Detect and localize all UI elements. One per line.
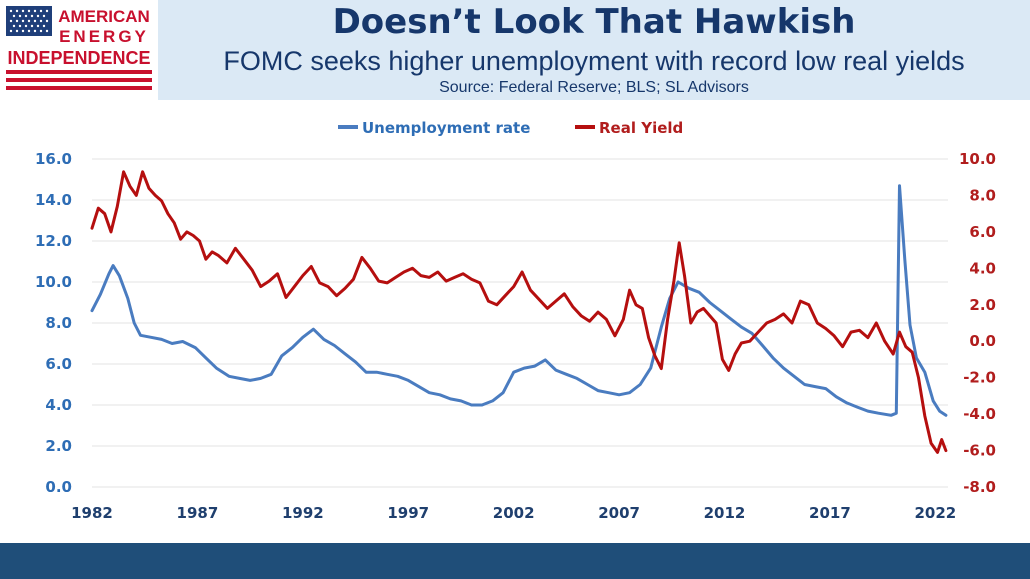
y-right-tick-label: 0.0: [969, 332, 996, 350]
x-tick-label: 2002: [493, 504, 535, 522]
line-chart: Unemployment rate Real Yield 0.0 2.0 4.0 6.…: [35, 119, 996, 522]
series-line-real-yield: [90, 170, 948, 454]
y-left-tick-label: 12.0: [35, 232, 72, 250]
y-left-tick-label: 14.0: [35, 191, 72, 209]
x-tick-label: 2022: [914, 504, 956, 522]
x-tick-label: 1997: [387, 504, 429, 522]
chart-legend: Unemployment rate Real Yield: [338, 119, 683, 137]
header-band: [158, 0, 1030, 100]
x-tick-label: 1982: [71, 504, 113, 522]
footer-bar: [0, 543, 1030, 579]
x-tick-label: 1992: [282, 504, 324, 522]
legend-label-unemployment: Unemployment rate: [362, 119, 530, 137]
source-note: Source: Federal Reserve; BLS; SL Advisor…: [439, 79, 749, 96]
slide-header: AMERICAN ENERGY INDEPENDENCE Doesn’t Loo…: [0, 0, 1030, 100]
y-left-tick-label: 8.0: [45, 314, 72, 332]
y-right-tick-label: 8.0: [969, 186, 996, 204]
y-right-tick-label: 2.0: [969, 296, 996, 314]
y-right-tick-label: -2.0: [963, 369, 996, 387]
legend-label-real-yield: Real Yield: [599, 119, 683, 137]
logo-line-2: ENERGY: [59, 27, 149, 46]
logo-line-1: AMERICAN: [58, 7, 150, 26]
gridlines: [92, 158, 948, 488]
us-flag-icon: [6, 6, 152, 90]
x-axis: 1982 1987 1992 1997 2002 2007 2012 2017 2022: [71, 504, 956, 522]
company-logo: AMERICAN ENERGY INDEPENDENCE: [6, 6, 152, 90]
y-left-tick-label: 10.0: [35, 273, 72, 291]
y-axis-right: -8.0 -6.0 -4.0 -2.0 0.0 2.0 4.0 6.0 8.0 10.0: [959, 150, 996, 496]
y-left-tick-label: 4.0: [45, 396, 72, 414]
series-line-unemployment-rate: [90, 184, 948, 417]
x-tick-label: 2012: [704, 504, 746, 522]
x-tick-label: 2007: [598, 504, 640, 522]
y-left-tick-label: 16.0: [35, 150, 72, 168]
y-left-tick-label: 2.0: [45, 437, 72, 455]
page-title: Doesn’t Look That Hawkish: [332, 2, 856, 42]
y-right-tick-label: -4.0: [963, 405, 996, 423]
y-right-tick-label: 6.0: [969, 223, 996, 241]
y-axis-left: 0.0 2.0 4.0 6.0 8.0 10.0 12.0 14.0 16.0: [35, 150, 72, 496]
y-right-tick-label: 4.0: [969, 259, 996, 277]
x-tick-label: 2017: [809, 504, 851, 522]
y-left-tick-label: 0.0: [45, 478, 72, 496]
y-right-tick-label: -8.0: [963, 478, 996, 496]
logo-line-3: INDEPENDENCE: [7, 48, 150, 68]
series-lines: [90, 170, 948, 454]
y-left-tick-label: 6.0: [45, 355, 72, 373]
y-right-tick-label: 10.0: [959, 150, 996, 168]
y-right-tick-label: -6.0: [963, 442, 996, 460]
x-tick-label: 1987: [177, 504, 219, 522]
page-subtitle: FOMC seeks higher unemployment with reco…: [223, 46, 965, 76]
